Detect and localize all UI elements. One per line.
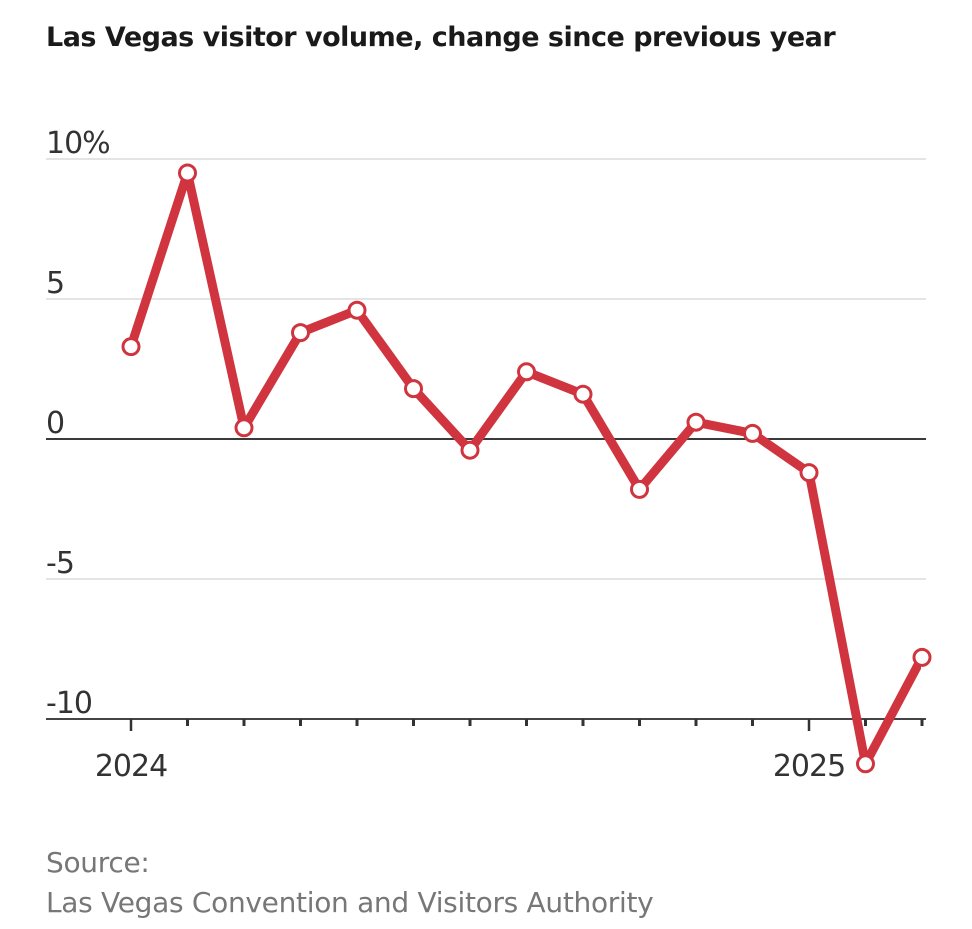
y-tick-label: 5 xyxy=(46,266,64,301)
data-point xyxy=(630,479,649,499)
data-point xyxy=(178,163,197,183)
y-tick-label: 0 xyxy=(46,406,64,441)
y-axis-labels: 10% 5 0 -5 -10 xyxy=(46,126,111,721)
data-point xyxy=(234,418,254,438)
x-axis: 2024 2025 xyxy=(95,719,924,784)
data-point xyxy=(404,379,423,399)
data-point xyxy=(573,384,593,404)
data-point xyxy=(743,423,762,443)
line-chart: 10% 5 0 -5 -10 2024 2025 xyxy=(46,126,932,784)
data-point xyxy=(460,440,480,460)
y-tick-label: 10% xyxy=(46,126,110,161)
x-tick-label: 2024 xyxy=(95,749,167,784)
gridlines xyxy=(46,158,926,720)
series xyxy=(121,163,932,774)
y-tick-label: -5 xyxy=(46,546,74,581)
source-name: Las Vegas Convention and Visitors Author… xyxy=(46,886,654,919)
y-tick-label: -10 xyxy=(46,686,92,721)
data-point xyxy=(121,337,141,357)
data-point xyxy=(347,300,367,320)
data-point xyxy=(912,647,932,667)
data-point xyxy=(799,463,819,483)
source-label: Source: xyxy=(46,846,150,879)
data-point xyxy=(291,323,310,343)
x-tick-label: 2025 xyxy=(773,749,845,784)
data-point xyxy=(517,362,536,382)
data-point xyxy=(686,412,706,432)
chart-title: Las Vegas visitor volume, change since p… xyxy=(46,22,836,53)
data-point xyxy=(856,754,875,774)
